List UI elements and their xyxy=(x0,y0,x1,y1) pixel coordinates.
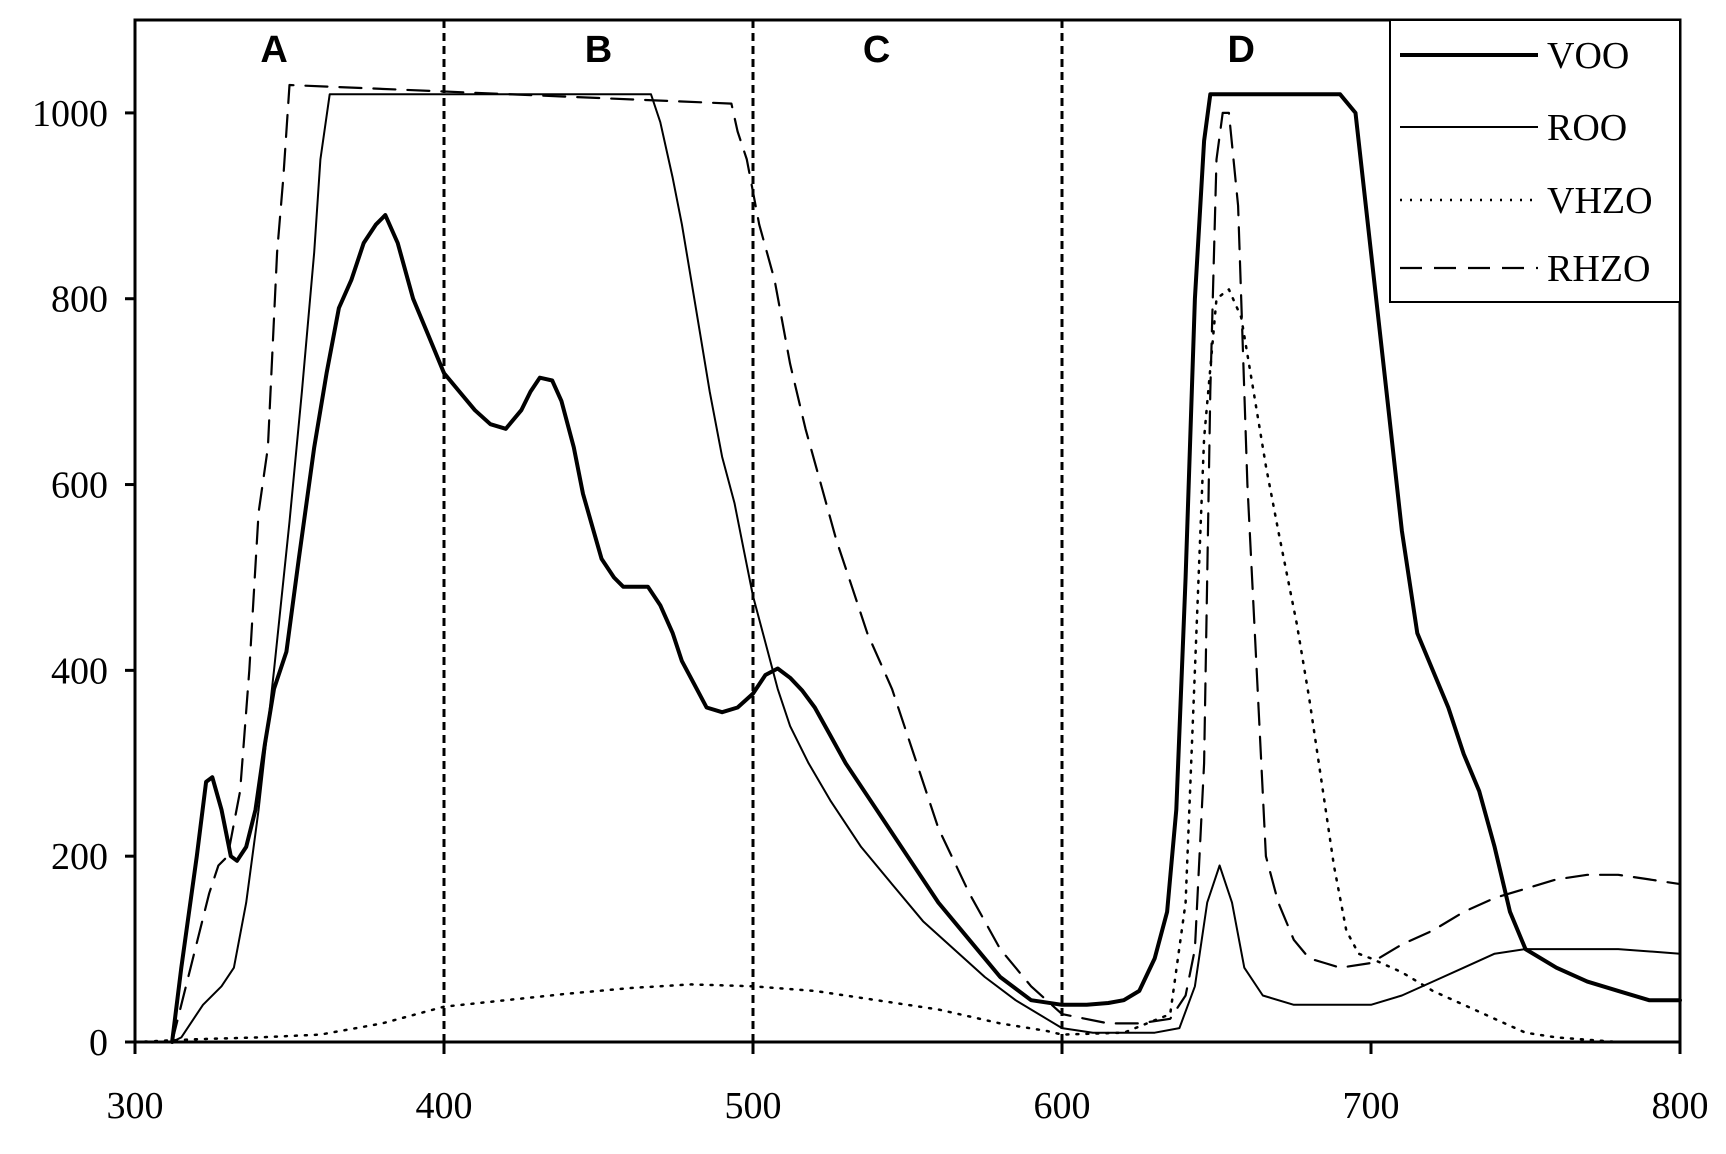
x-tick-label-800: 800 xyxy=(1652,1085,1709,1127)
legend: VOO ROO VHZO RHZO xyxy=(1389,19,1681,303)
x-tick-label-300: 300 xyxy=(107,1085,164,1127)
series-line-vhzo xyxy=(133,288,1682,1044)
y-tick-label-600: 600 xyxy=(51,465,108,507)
x-tick-label-500: 500 xyxy=(725,1085,782,1127)
region-label-b: B xyxy=(585,29,612,71)
y-tick-label-800: 800 xyxy=(51,279,108,321)
series-line-rhzo xyxy=(171,83,1682,1044)
series-line-roo xyxy=(171,93,1681,1043)
legend-label-voo: VOO xyxy=(1547,35,1629,77)
legend-label-roo: ROO xyxy=(1547,107,1627,149)
legend-label-rhzo: RHZO xyxy=(1547,248,1650,290)
x-tick-label-600: 600 xyxy=(1034,1085,1091,1127)
y-tick-label-0: 0 xyxy=(89,1022,108,1064)
region-labels: A B C D xyxy=(260,29,1255,71)
region-label-a: A xyxy=(260,29,287,71)
axes: 300 400 500 600 700 800 0 200 400 600 800 1000 xyxy=(32,93,1709,1127)
y-tick-label-400: 400 xyxy=(51,650,108,692)
x-tick-label-400: 400 xyxy=(416,1085,473,1127)
x-tick-label-700: 700 xyxy=(1343,1085,1400,1127)
y-tick-label-1000: 1000 xyxy=(32,93,108,135)
y-tick-label-200: 200 xyxy=(51,836,108,878)
series-layer xyxy=(133,83,1682,1044)
plot-frame xyxy=(133,18,1682,1044)
region-label-c: C xyxy=(863,29,890,71)
region-dividers xyxy=(442,20,1064,1042)
series-line-voo xyxy=(170,92,1682,1044)
legend-label-vhzo: VHZO xyxy=(1547,180,1653,222)
legend-box xyxy=(1389,19,1681,303)
region-label-d: D xyxy=(1227,29,1254,71)
